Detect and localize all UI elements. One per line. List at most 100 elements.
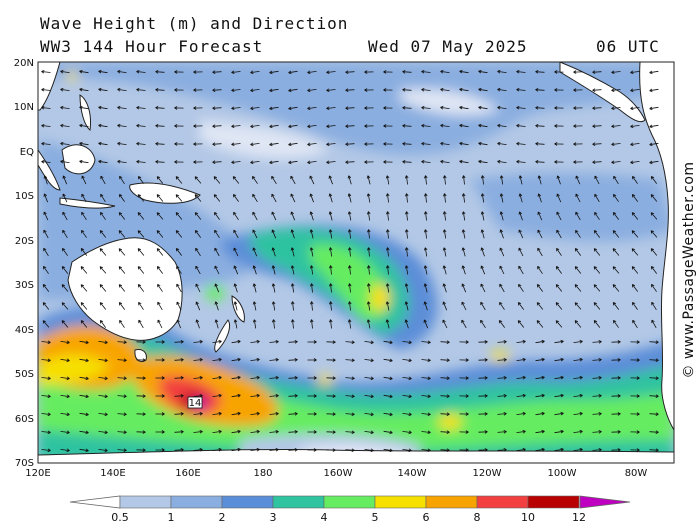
direction-arrow (516, 375, 526, 380)
direction-arrow (497, 430, 507, 434)
direction-arrow (554, 142, 564, 146)
direction-arrow (385, 283, 390, 293)
direction-arrow (329, 301, 333, 311)
direction-arrow (516, 447, 526, 452)
direction-arrow (233, 319, 238, 329)
direction-arrow (592, 160, 602, 164)
direction-arrow (214, 229, 220, 239)
direction-arrow (516, 88, 526, 92)
direction-arrow (271, 319, 276, 329)
direction-arrow (269, 70, 279, 75)
direction-arrow (42, 302, 50, 310)
direction-arrow (516, 106, 526, 110)
direction-arrow (592, 412, 602, 416)
legend-bin (374, 495, 427, 509)
direction-arrow (516, 70, 526, 74)
direction-arrow (613, 193, 619, 202)
direction-arrow (98, 87, 108, 92)
direction-arrow (442, 247, 447, 257)
direction-arrow (137, 248, 145, 256)
direction-arrow (402, 448, 412, 453)
direction-arrow (383, 70, 393, 74)
direction-arrow (405, 193, 409, 203)
direction-arrow (271, 247, 276, 257)
central-america (559, 62, 646, 123)
south-america (639, 62, 674, 431)
direction-arrow (195, 319, 200, 329)
direction-arrow (307, 70, 317, 75)
direction-arrow (402, 412, 412, 417)
direction-arrow (383, 160, 393, 164)
direction-arrow (592, 376, 602, 380)
direction-arrow (310, 319, 314, 329)
direction-arrow (99, 284, 107, 292)
direction-arrow (155, 124, 165, 128)
direction-arrow (269, 124, 279, 129)
lon-label: 120E (25, 468, 50, 479)
direction-arrow (459, 69, 469, 74)
direction-arrow (421, 88, 431, 92)
direction-arrow (383, 88, 393, 92)
direction-arrow (611, 160, 621, 164)
direction-arrow (440, 412, 450, 416)
direction-arrow (288, 340, 298, 344)
direction-arrow (556, 193, 562, 203)
direction-arrow (404, 319, 409, 329)
direction-arrow (650, 266, 658, 274)
direction-arrow (231, 160, 241, 164)
direction-arrow (81, 229, 87, 238)
direction-arrow (310, 283, 314, 293)
direction-arrow (497, 358, 507, 362)
direction-arrow (307, 358, 317, 362)
direction-arrow (364, 124, 374, 128)
direction-arrow (555, 266, 563, 274)
direction-arrow (80, 248, 88, 256)
direction-arrow (80, 266, 88, 274)
direction-arrow (440, 358, 450, 362)
direction-arrow (231, 393, 241, 398)
direction-arrow (518, 265, 524, 275)
direction-arrow (556, 211, 562, 221)
direction-arrow (43, 265, 49, 274)
direction-arrow (250, 357, 260, 362)
direction-arrow (60, 123, 70, 128)
direction-arrow (649, 430, 659, 434)
direction-arrow (497, 69, 507, 74)
direction-arrow (328, 247, 333, 257)
direction-arrow (499, 193, 504, 203)
direction-arrow (269, 448, 279, 452)
direction-arrow (136, 340, 146, 344)
direction-arrow (440, 123, 450, 128)
direction-arrow (480, 247, 485, 257)
direction-arrow (79, 340, 89, 345)
direction-arrow (233, 194, 239, 202)
direction-arrow (62, 175, 68, 185)
direction-arrow (271, 265, 276, 275)
direction-arrow (117, 376, 127, 380)
forecast-time: 06 UTC (596, 37, 660, 56)
direction-arrow (212, 339, 222, 344)
direction-arrow (155, 448, 165, 452)
direction-arrow (459, 141, 469, 146)
direction-arrow (630, 160, 640, 165)
direction-arrow (269, 358, 279, 362)
direction-arrow (175, 176, 183, 184)
direction-arrow (440, 141, 450, 146)
storm-marker: 14 (187, 396, 203, 409)
direction-arrow (79, 141, 89, 146)
direction-arrow (155, 70, 165, 74)
direction-arrow (345, 160, 355, 164)
wave-field (38, 62, 674, 463)
direction-arrow (271, 175, 277, 185)
direction-arrow (575, 211, 581, 221)
direction-arrow (480, 265, 486, 275)
direction-arrow (554, 375, 564, 380)
direction-arrow (79, 87, 89, 92)
direction-arrow (554, 447, 564, 452)
direction-arrow (383, 412, 393, 417)
direction-arrow (233, 301, 238, 311)
direction-arrow (98, 376, 108, 381)
direction-arrow (288, 376, 298, 380)
direction-arrow (364, 88, 374, 92)
direction-arrow (119, 175, 125, 185)
